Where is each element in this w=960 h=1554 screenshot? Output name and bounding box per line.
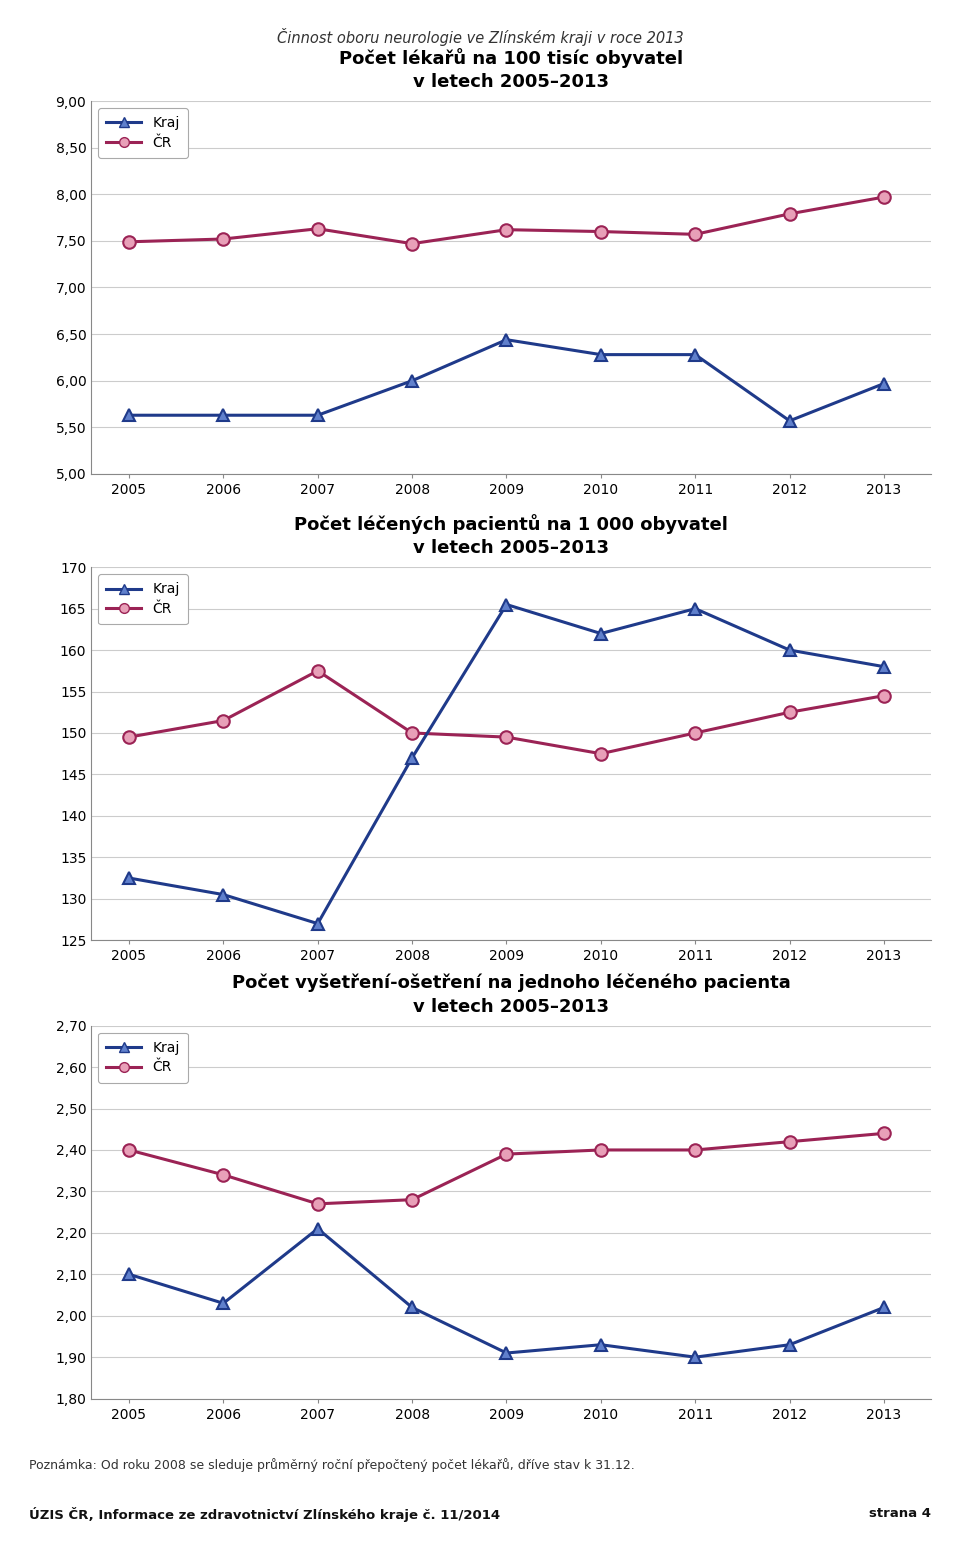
Legend: Kraj, ČR: Kraj, ČR bbox=[98, 573, 188, 625]
Title: Počet lékařů na 100 tisíc obyvatel
v letech 2005–2013: Počet lékařů na 100 tisíc obyvatel v let… bbox=[339, 48, 684, 92]
Legend: Kraj, ČR: Kraj, ČR bbox=[98, 107, 188, 159]
Text: Činnost oboru neurologie ve Zlínském kraji v roce 2013: Činnost oboru neurologie ve Zlínském kra… bbox=[276, 28, 684, 47]
Text: ÚZIS ČR, Informace ze zdravotnictví Zlínského kraje č. 11/2014: ÚZIS ČR, Informace ze zdravotnictví Zlín… bbox=[29, 1507, 500, 1523]
Text: strana 4: strana 4 bbox=[869, 1507, 931, 1520]
Legend: Kraj, ČR: Kraj, ČR bbox=[98, 1032, 188, 1083]
Title: Počet vyšetření-ošetření na jednoho léčeného pacienta
v letech 2005–2013: Počet vyšetření-ošetření na jednoho léče… bbox=[231, 974, 791, 1016]
Text: Poznámka: Od roku 2008 se sleduje průměrný roční přepočtený počet lékařů, dříve : Poznámka: Od roku 2008 se sleduje průměr… bbox=[29, 1458, 635, 1472]
Title: Počet léčených pacientů na 1 000 obyvatel
v letech 2005–2013: Počet léčených pacientů na 1 000 obyvate… bbox=[295, 514, 728, 558]
